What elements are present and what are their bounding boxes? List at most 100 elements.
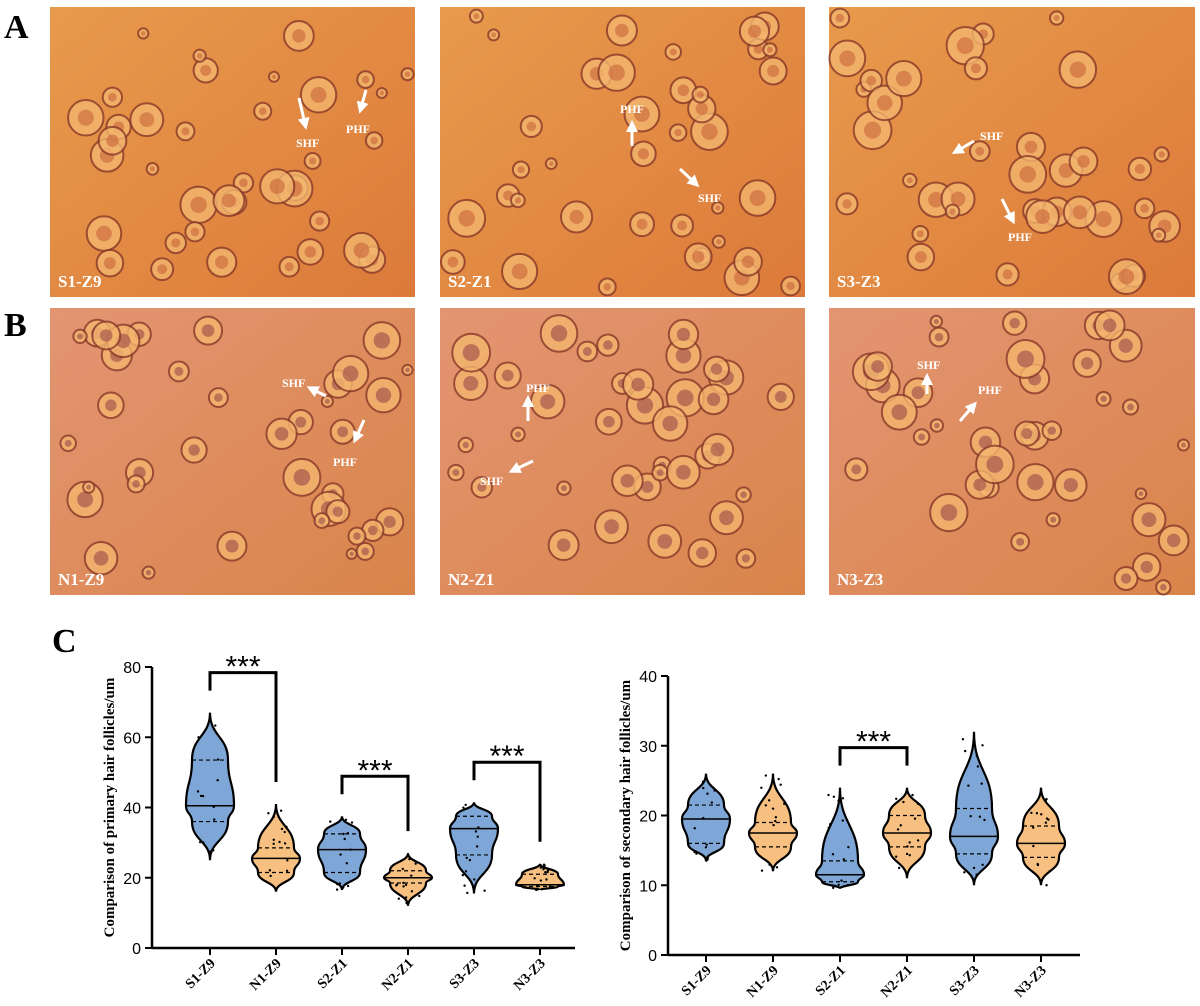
jitter-dot: [846, 883, 850, 887]
significance-label: ***: [489, 740, 524, 773]
jitter-dot: [713, 789, 716, 792]
violin-chart: 0 10 20 30 40 Comparison of secondary hair fo…: [618, 669, 1080, 1001]
y-tick-label: 10: [639, 878, 657, 895]
jitter-dot: [278, 840, 281, 844]
follicle-core: [93, 550, 109, 566]
violin-body: [1015, 787, 1067, 886]
follicle-core: [767, 64, 780, 78]
jitter-dot: [827, 793, 830, 797]
jitter-dot: [269, 874, 272, 878]
follicle-core: [749, 189, 766, 207]
follicle-core: [637, 148, 649, 160]
annotation: PHF: [333, 455, 357, 469]
jitter-dot: [466, 891, 469, 895]
y-tick-label: 0: [648, 948, 657, 965]
jitter-dot: [702, 786, 705, 790]
follicle-core: [842, 199, 852, 209]
jitter-dot: [963, 749, 967, 753]
annotation: PHF: [526, 381, 550, 395]
follicle-core: [1016, 537, 1025, 546]
follicle-core: [556, 538, 571, 552]
follicle-core: [786, 281, 795, 291]
jitter-dot: [961, 738, 965, 741]
image-label: S2-Z1: [448, 272, 491, 291]
annotation: SHF: [480, 474, 503, 488]
follicle-core: [1155, 232, 1162, 239]
jitter-dot: [975, 873, 978, 876]
follicle-core: [949, 208, 956, 215]
jitter-dot: [544, 871, 547, 874]
follicle-core: [1160, 584, 1167, 591]
follicle-core: [64, 439, 72, 447]
arrow: [508, 459, 534, 473]
significance-bracket: [838, 746, 909, 766]
micrograph: N1-Z9: [50, 308, 415, 595]
jitter-dot: [465, 856, 468, 860]
y-tick-label: 30: [639, 739, 657, 756]
jitter-dot: [1040, 813, 1043, 816]
follicle-core: [349, 551, 354, 557]
jitter-dot: [847, 845, 850, 849]
follicle-core: [715, 205, 721, 211]
jitter-dot: [841, 797, 845, 800]
jitter-dot: [828, 823, 832, 826]
jitter-dot: [897, 866, 901, 870]
violin-body: [184, 712, 236, 861]
jitter-dot: [213, 818, 216, 821]
follicle-core: [332, 506, 344, 517]
follicle-core: [747, 24, 762, 38]
follicle-core: [1077, 155, 1090, 168]
follicle-core: [569, 209, 584, 224]
follicle-core: [701, 123, 718, 140]
follicle-core: [677, 220, 688, 231]
follicle-core: [928, 191, 944, 208]
follicle-core: [452, 469, 460, 477]
jitter-dot: [902, 800, 905, 804]
follicle-core: [608, 64, 625, 81]
follicle-core: [405, 367, 410, 373]
follicle-core: [1009, 317, 1020, 329]
jitter-dot: [542, 863, 546, 866]
jitter-dot: [831, 853, 835, 856]
jitter-dot: [216, 779, 219, 782]
annotation: SHF: [296, 136, 319, 150]
follicle-core: [740, 491, 747, 498]
follicle-core: [676, 327, 691, 342]
jitter-dot: [771, 807, 775, 810]
follicle-core: [1127, 403, 1134, 411]
annotation: SHF: [917, 358, 940, 372]
jitter-dot: [473, 878, 476, 881]
follicle-core: [933, 318, 939, 325]
y-axis-label: Comparison of secondary hair follicles/u…: [618, 679, 634, 951]
arrow: [306, 386, 327, 398]
y-tick-label: 0: [132, 941, 141, 958]
arrow: [1000, 198, 1015, 225]
follicle-core: [269, 178, 285, 195]
follicle-core: [1058, 163, 1074, 178]
jitter-dot: [710, 801, 714, 804]
jitter-dot: [335, 888, 339, 891]
follicle-core: [1027, 474, 1044, 491]
follicle-core: [139, 112, 155, 128]
jitter-dot: [414, 862, 417, 865]
follicle-core: [511, 263, 528, 280]
jitter-dot: [402, 881, 405, 885]
follicle-core: [741, 554, 751, 563]
follicle-core: [462, 441, 470, 449]
follicle-core: [373, 332, 391, 349]
micrograph: S2-Z1: [440, 7, 805, 297]
jitter-dot: [706, 857, 710, 860]
jitter-dot: [405, 901, 408, 905]
jitter-dot: [908, 853, 911, 857]
follicle-core: [550, 325, 568, 342]
jitter-dot: [969, 814, 972, 818]
image-label: S1-Z9: [58, 272, 101, 291]
follicle-core: [447, 256, 459, 268]
follicle-core: [1095, 211, 1112, 228]
follicle-core: [292, 29, 306, 43]
annotations: SHF PHF PHF SHF SHF PHF SHF PHF PHF SHF …: [282, 89, 1032, 488]
jitter-dot: [404, 883, 408, 887]
jitter-dot: [1044, 799, 1048, 802]
follicle-core: [310, 86, 327, 103]
jitter-dot: [983, 818, 986, 822]
